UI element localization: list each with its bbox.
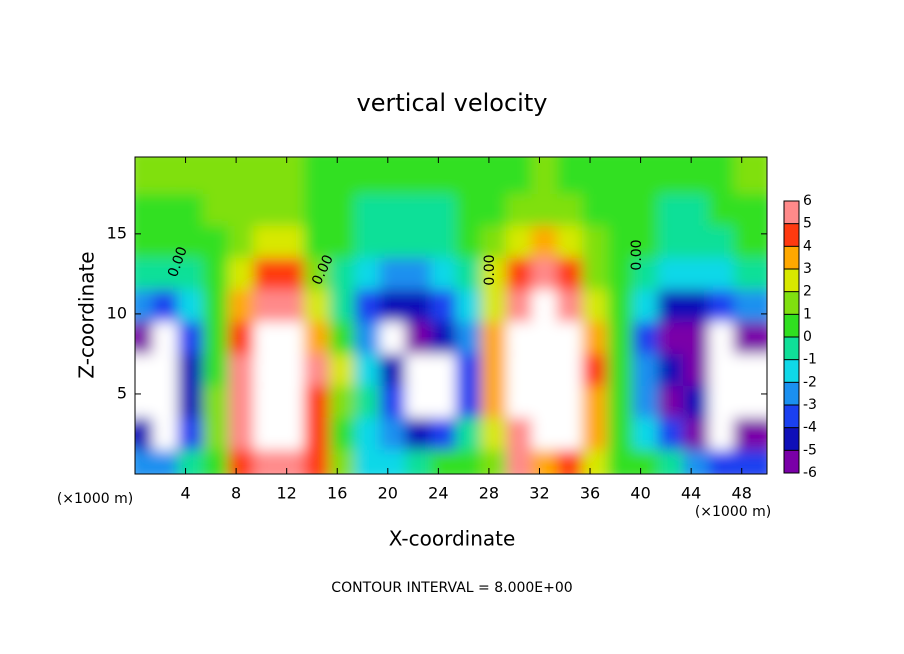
- x-tick-label: 24: [428, 484, 448, 503]
- colorbar-tick-label: -4: [803, 420, 817, 436]
- x-tick-label: 20: [378, 484, 398, 503]
- x-tick-label: 28: [479, 484, 499, 503]
- footer-note: CONTOUR INTERVAL = 8.000E+00: [331, 580, 572, 596]
- colorbar-swatch: [784, 405, 799, 428]
- x-tick-label: 44: [681, 484, 701, 503]
- cells: [135, 157, 767, 474]
- colorbar-swatch: [784, 450, 799, 473]
- x-tick-label: 32: [529, 484, 549, 503]
- colorbar-tick-label: -5: [803, 442, 817, 458]
- x-tick-label: 40: [630, 484, 650, 503]
- x-tick-label: 8: [231, 484, 241, 503]
- colorbar-swatch: [784, 246, 799, 269]
- x-tick-label: 16: [327, 484, 347, 503]
- x-tick-label: 36: [580, 484, 600, 503]
- contour-label: 0.00: [482, 254, 498, 285]
- colorbar-swatch: [784, 427, 799, 451]
- colorbar-tick-label: 0: [803, 329, 812, 345]
- y-tick-label: 5: [117, 383, 127, 402]
- colorbar-swatch: [784, 382, 799, 405]
- x-tick-label: 48: [732, 484, 752, 503]
- colorbar-swatch: [784, 291, 799, 315]
- colorbar-swatch: [784, 223, 799, 247]
- colorbar-tick-label: 1: [803, 306, 812, 322]
- x-unit-label: (×1000 m): [57, 491, 133, 507]
- colorbar-tick-label: 6: [803, 193, 812, 209]
- colorbar-swatch: [784, 337, 799, 360]
- colorbar-tick-label: 3: [803, 261, 812, 277]
- field: [135, 157, 767, 474]
- colorbar-tick-label: -2: [803, 374, 817, 390]
- colorbar-tick-label: 2: [803, 284, 812, 300]
- x-tick-label: 4: [180, 484, 190, 503]
- y-tick-label: 15: [107, 223, 127, 242]
- x-tick-label: 12: [277, 484, 297, 503]
- colorbar-tick-label: 5: [803, 216, 812, 232]
- plot-frame: [134, 156, 768, 475]
- colorbar-tick-label: -6: [803, 465, 817, 481]
- x-unit-label: (×1000 m): [695, 504, 771, 520]
- contour-label: 0.00: [629, 239, 645, 270]
- colorbar-swatch: [784, 269, 799, 292]
- y-tick-label: 10: [107, 303, 127, 322]
- colorbar-tick-label: 4: [803, 238, 812, 254]
- cell: [733, 157, 767, 194]
- y-axis-label: Z-coordinate: [75, 251, 99, 378]
- chart-title: vertical velocity: [357, 89, 548, 117]
- x-axis-label: X-coordinate: [389, 527, 516, 551]
- colorbar-tick-label: -1: [803, 352, 817, 368]
- colorbar-tick-label: -3: [803, 397, 817, 413]
- colorbar-swatch: [784, 359, 799, 383]
- colorbar-swatch: [784, 201, 799, 224]
- colorbar-swatch: [784, 314, 799, 337]
